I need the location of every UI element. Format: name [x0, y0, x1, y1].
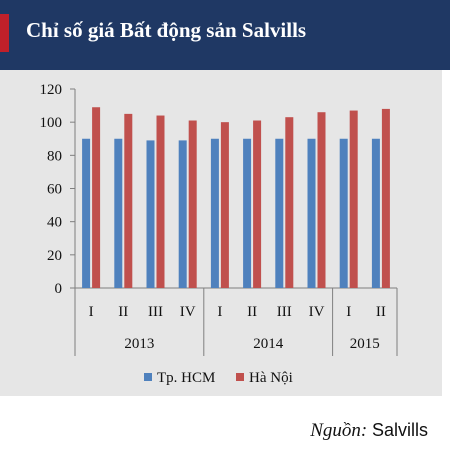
bar-hanoi — [317, 112, 326, 288]
bar-hcm — [114, 138, 123, 288]
header-accent-bar — [0, 14, 9, 52]
bar-hcm — [307, 138, 316, 288]
source-label: Nguồn: — [310, 420, 368, 441]
y-tick-label: 40 — [47, 215, 62, 231]
x-category-label: I — [89, 304, 94, 320]
bar-hanoi — [285, 117, 294, 288]
bar-hcm — [210, 138, 219, 288]
y-tick-label: 100 — [40, 115, 63, 131]
y-tick-label: 20 — [47, 248, 62, 264]
x-category-label: III — [277, 304, 292, 320]
bar-hcm — [339, 138, 348, 288]
x-category-label: IV — [180, 304, 196, 320]
y-tick-label: 0 — [55, 281, 63, 297]
bar-hcm — [371, 138, 380, 288]
x-category-label: I — [346, 304, 351, 320]
bar-hcm — [275, 138, 284, 288]
chart-header: Chỉ số giá Bất động sản Salvills — [0, 0, 450, 70]
bar-hanoi — [349, 110, 358, 288]
legend-swatch — [144, 373, 152, 381]
bar-hanoi — [381, 108, 390, 289]
bar-hcm — [146, 140, 155, 288]
x-category-label: II — [247, 304, 257, 320]
x-category-label: II — [118, 304, 128, 320]
bar-hanoi — [92, 107, 101, 288]
x-category-label: II — [376, 304, 386, 320]
x-category-label: III — [148, 304, 163, 320]
y-tick-label: 120 — [40, 82, 63, 98]
bar-hcm — [243, 138, 252, 288]
source-note: Nguồn: Salvills — [310, 420, 428, 442]
bar-hanoi — [220, 122, 229, 289]
chart-title: Chỉ số giá Bất động sản Salvills — [26, 18, 307, 42]
x-group-label: 2014 — [253, 336, 284, 352]
bar-hanoi — [253, 120, 262, 288]
x-category-label: I — [217, 304, 222, 320]
source-value: Salvills — [371, 420, 428, 440]
x-group-label: 2015 — [350, 336, 380, 352]
legend-label: Hà Nội — [249, 370, 293, 386]
y-tick-label: 80 — [47, 148, 62, 164]
bar-hcm — [82, 138, 91, 288]
x-category-label: IV — [309, 304, 325, 320]
legend-swatch — [236, 373, 244, 381]
legend-label: Tp. HCM — [157, 370, 215, 386]
bar-hanoi — [156, 115, 165, 289]
x-group-label: 2013 — [124, 336, 154, 352]
bar-hanoi — [124, 113, 133, 288]
bar-hanoi — [188, 120, 197, 288]
bar-hcm — [178, 140, 187, 288]
y-tick-label: 60 — [47, 182, 62, 198]
